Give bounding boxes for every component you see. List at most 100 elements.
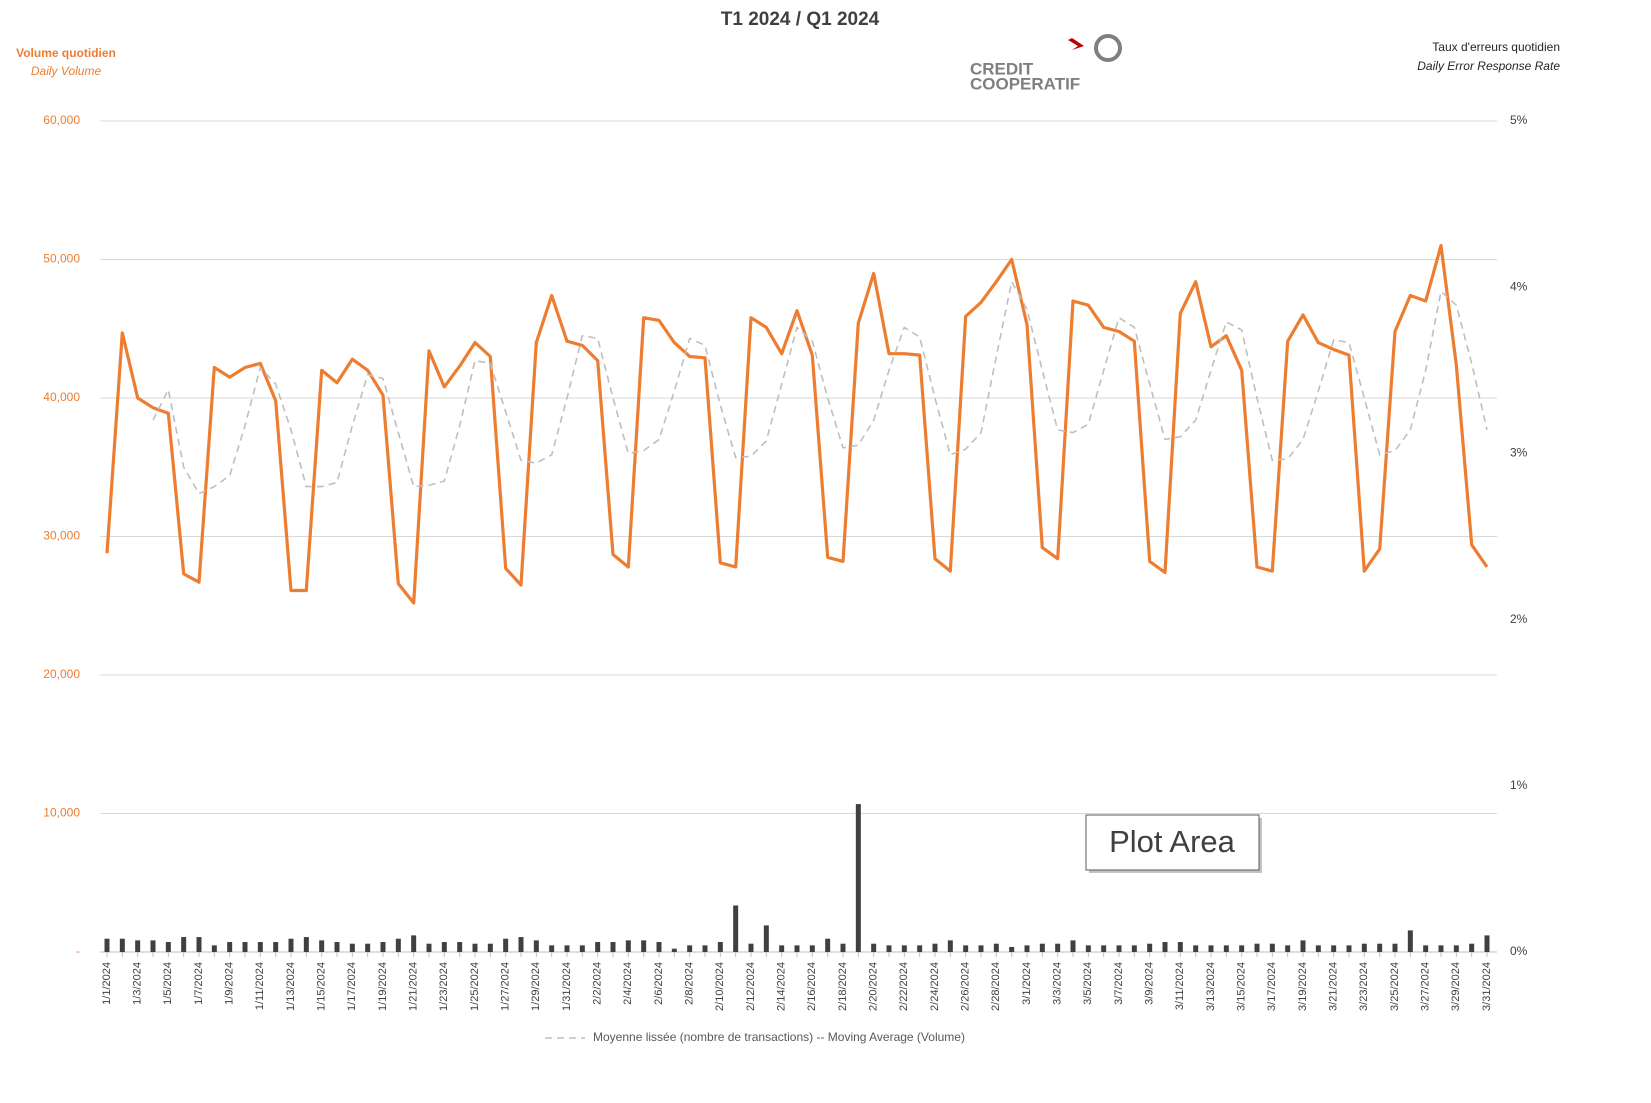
bar — [1162, 942, 1168, 952]
bar — [165, 942, 171, 952]
bar — [518, 937, 524, 952]
x-tick-label: 2/18/2024 — [837, 962, 849, 1011]
y-tick-label: 40,000 — [43, 390, 80, 404]
bar — [1407, 930, 1413, 952]
bar — [871, 943, 877, 952]
bar — [656, 942, 662, 952]
x-tick-label: 2/22/2024 — [898, 962, 910, 1011]
y2-tick-label: 3% — [1510, 446, 1528, 460]
bar — [1285, 945, 1291, 952]
bar — [579, 945, 585, 952]
bar — [625, 940, 631, 952]
bar — [1070, 940, 1076, 952]
bar — [809, 945, 815, 952]
bar — [1147, 943, 1153, 952]
bar — [196, 937, 202, 952]
bar — [349, 943, 355, 952]
x-tick-label: 3/17/2024 — [1266, 962, 1278, 1011]
x-tick-label: 3/7/2024 — [1113, 962, 1125, 1005]
bar — [242, 942, 248, 952]
bar — [533, 940, 539, 952]
bar — [1009, 947, 1015, 952]
bar — [211, 945, 217, 952]
bar — [487, 943, 493, 952]
tooltip-box — [1085, 814, 1260, 871]
x-tick-label: 3/15/2024 — [1236, 962, 1248, 1011]
x-tick-label: 2/10/2024 — [714, 962, 726, 1011]
bar — [365, 943, 371, 952]
bar — [1055, 943, 1061, 952]
bar — [1223, 945, 1229, 952]
y2-axis-title: Taux d'erreurs quotidien — [1432, 40, 1560, 54]
bar — [840, 943, 846, 952]
bar — [1438, 945, 1444, 952]
bar — [395, 938, 401, 952]
x-tick-label: 3/21/2024 — [1328, 962, 1340, 1011]
y2-tick-label: 4% — [1510, 279, 1528, 293]
logo-text: COOPERATIF — [970, 74, 1080, 93]
x-tick-label: 3/11/2024 — [1174, 962, 1186, 1010]
x-tick-label: 1/31/2024 — [561, 962, 573, 1011]
bar — [717, 942, 723, 952]
x-tick-label: 2/14/2024 — [776, 962, 788, 1011]
x-tick-label: 1/23/2024 — [438, 962, 450, 1011]
x-tick-label: 1/19/2024 — [377, 962, 389, 1011]
y-tick-label: 10,000 — [43, 806, 80, 820]
x-tick-label: 2/16/2024 — [806, 962, 818, 1011]
bar — [963, 945, 969, 952]
bar — [549, 945, 555, 952]
bar — [1101, 945, 1107, 952]
x-tick-label: 1/27/2024 — [500, 962, 512, 1011]
tooltip-text: Plot Area — [1109, 824, 1236, 859]
bar — [380, 942, 386, 952]
y2-tick-label: 0% — [1510, 944, 1528, 958]
bar — [334, 942, 340, 952]
labels: - 10,000 20,000 30,000 40,000 50,000 60,000 0% 1… — [43, 113, 1527, 1044]
bar — [503, 938, 509, 952]
bar — [855, 804, 861, 952]
bar — [947, 940, 953, 952]
bar — [779, 945, 785, 952]
x-tick-label: 1/3/2024 — [132, 962, 144, 1005]
y-axis-title: Volume quotidien — [16, 46, 116, 60]
y-tick-label: 20,000 — [43, 667, 80, 681]
bar — [993, 943, 999, 952]
bar — [1377, 943, 1383, 952]
tooltip: Plot Area — [1085, 814, 1262, 873]
x-tick-label: 2/4/2024 — [622, 962, 634, 1005]
bar — [227, 942, 233, 952]
bar — [1346, 945, 1352, 952]
bar — [472, 943, 478, 952]
bar — [1039, 943, 1045, 952]
x-tick-label: 3/3/2024 — [1052, 962, 1064, 1005]
y-tick-label: 50,000 — [43, 252, 80, 266]
bar — [1484, 935, 1490, 952]
bar — [1423, 945, 1429, 952]
bar — [671, 948, 677, 952]
bar — [1469, 943, 1475, 952]
x-tick-label: 2/8/2024 — [684, 962, 696, 1005]
x-tick-label: 1/29/2024 — [530, 962, 542, 1011]
volume-line — [105, 244, 1489, 605]
bar — [135, 940, 141, 952]
marks — [104, 244, 1490, 952]
bar — [564, 945, 570, 952]
bar — [119, 938, 125, 952]
bar — [733, 905, 739, 952]
bar — [1315, 945, 1321, 952]
bar — [1085, 945, 1091, 952]
bar — [1131, 945, 1137, 952]
bar — [426, 943, 432, 952]
y-axis-subtitle: Daily Volume — [31, 64, 102, 78]
bar — [595, 942, 601, 952]
x-tick-label: 3/9/2024 — [1144, 962, 1156, 1005]
x-tick-label: 2/6/2024 — [653, 962, 665, 1005]
x-tick-label: 1/17/2024 — [346, 962, 358, 1011]
x-tick-label: 3/5/2024 — [1082, 962, 1094, 1005]
bar — [303, 937, 309, 952]
bar — [1254, 943, 1260, 952]
bar — [641, 940, 647, 952]
y-tick-label: 30,000 — [43, 529, 80, 543]
chart-title: T1 2024 / Q1 2024 — [721, 9, 880, 30]
bar — [932, 943, 938, 952]
